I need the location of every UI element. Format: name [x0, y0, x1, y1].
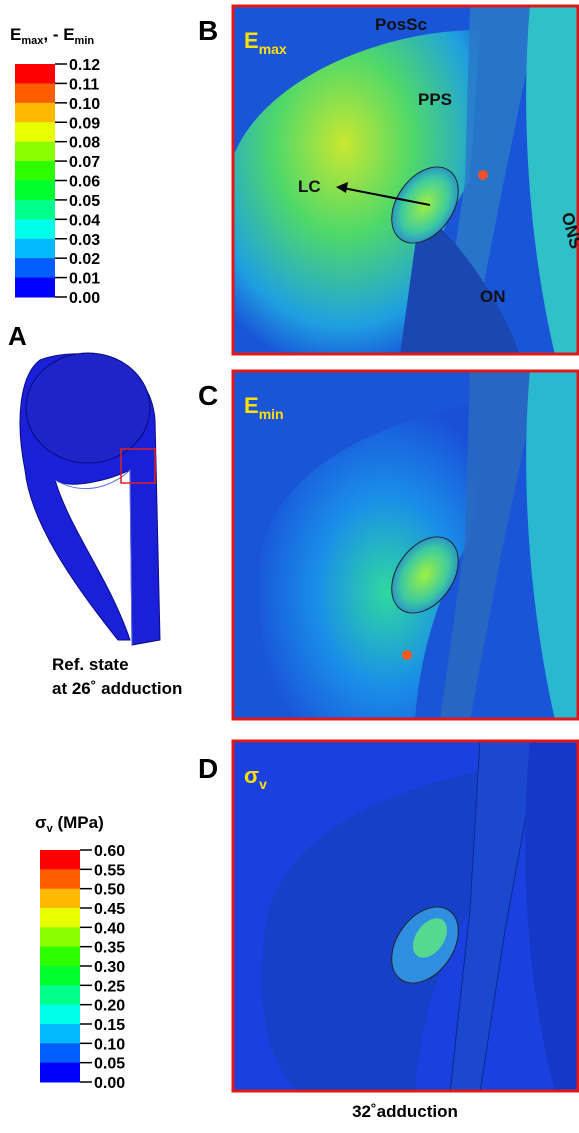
strain-map: [232, 370, 579, 720]
colorbar-band: [40, 947, 80, 967]
colorbar-tick-label: 0.06: [69, 174, 100, 191]
caption: 32˚adduction: [352, 1102, 458, 1121]
panel-label: D: [198, 753, 218, 784]
annotation: LC: [298, 177, 321, 196]
colorbar-band: [40, 1024, 80, 1044]
panel-label: C: [198, 380, 218, 411]
annotation: PPS: [418, 90, 452, 109]
colorbar-title: Emax, - Emin: [10, 25, 94, 47]
colorbar-tick-label: 0.35: [94, 940, 125, 957]
colorbar-band: [15, 161, 55, 181]
figure: Emax, - Emin 0.12 0.11 0.10 0.09 0.08 0.07 0.0…: [0, 0, 579, 1128]
colorbar-tick-label: 0.09: [69, 115, 100, 132]
colorbar-band: [40, 850, 80, 870]
colorbar-band: [40, 927, 80, 947]
colorbar-tick-label: 0.10: [94, 1036, 125, 1053]
panel-label: B: [198, 15, 218, 46]
caption: at 26˚ adduction: [52, 679, 182, 698]
colorbar-band: [40, 966, 80, 986]
colorbar-tick-label: 0.15: [94, 1017, 125, 1034]
colorbar-tick-label: 0.08: [69, 135, 100, 152]
colorbar-tick-label: 0.40: [94, 920, 125, 937]
colorbar-tick-label: 0.00: [69, 290, 100, 307]
colorbar-tick-label: 0.05: [94, 1056, 125, 1073]
stress-map: [232, 740, 579, 1092]
colorbar: 0.12 0.11 0.10 0.09 0.08 0.07 0.06 0.05 0.04 0.03…: [15, 57, 100, 307]
colorbar-tick-label: 0.07: [69, 154, 100, 171]
annotation: ON: [480, 287, 506, 306]
colorbar-tick-label: 0.45: [94, 901, 125, 918]
colorbar-tick-label: 0.25: [94, 978, 125, 995]
colorbar: 0.60 0.55 0.50 0.45 0.40 0.35 0.30 0.25 0.20 0.15…: [40, 843, 125, 1092]
colorbar-band: [15, 142, 55, 162]
colorbar-band: [15, 219, 55, 239]
colorbar-band: [15, 200, 55, 220]
colorbar-band: [40, 1043, 80, 1063]
annotation: PosSc: [375, 15, 427, 34]
colorbar-title: σv (MPa): [35, 813, 104, 835]
colorbar-tick-label: 0.60: [94, 843, 125, 860]
colorbar-band: [40, 1005, 80, 1025]
caption: Ref. state: [52, 655, 129, 674]
colorbar-tick-label: 0.01: [69, 271, 100, 288]
strain-map: [232, 5, 579, 355]
colorbar-tick-label: 0.02: [69, 251, 100, 268]
colorbar-tick-label: 0.10: [69, 96, 100, 113]
colorbar-tick-label: 0.00: [94, 1075, 125, 1092]
colorbar-band: [40, 889, 80, 909]
panel-label: A: [8, 321, 27, 351]
colorbar-tick-label: 0.50: [94, 882, 125, 899]
colorbar-band: [15, 64, 55, 84]
colorbar-band: [15, 258, 55, 278]
colorbar-tick-label: 0.04: [69, 212, 100, 229]
colorbar-tick-label: 0.12: [69, 57, 100, 74]
colorbar-band: [40, 985, 80, 1005]
colorbar-band: [15, 83, 55, 103]
colorbar-tick-label: 0.55: [94, 862, 125, 879]
colorbar-band: [40, 1063, 80, 1083]
colorbar-band: [15, 181, 55, 201]
colorbar-tick-label: 0.03: [69, 232, 100, 249]
colorbar-band: [15, 278, 55, 298]
colorbar-band: [15, 239, 55, 259]
colorbar-tick-label: 0.30: [94, 959, 125, 976]
colorbar-band: [15, 103, 55, 123]
colorbar-band: [40, 908, 80, 928]
colorbar-band: [15, 122, 55, 142]
colorbar-tick-label: 0.05: [69, 193, 100, 210]
colorbar-tick-label: 0.11: [69, 76, 99, 93]
reference-model: [20, 353, 160, 645]
colorbar-band: [40, 869, 80, 889]
colorbar-tick-label: 0.20: [94, 998, 125, 1015]
